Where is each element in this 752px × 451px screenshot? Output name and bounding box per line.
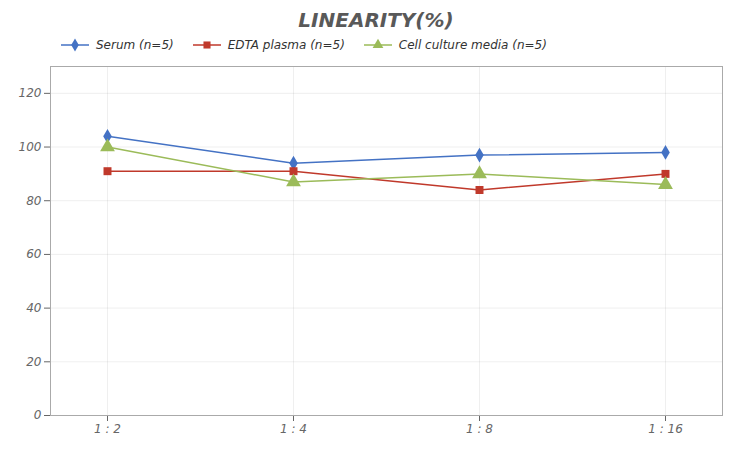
svg-text:1 : 8: 1 : 8: [466, 422, 493, 436]
svg-text:120: 120: [19, 86, 42, 100]
svg-text:40: 40: [26, 301, 42, 315]
html-text:Serum (n=5): Serum (n=5): [96, 38, 174, 52]
html-text:Cell culture media (n=5): Cell culture media (n=5): [398, 38, 547, 52]
svg-text:1 : 4: 1 : 4: [280, 422, 307, 436]
svg-text:1 : 2: 1 : 2: [94, 422, 121, 436]
svg-text:1 : 16: 1 : 16: [648, 422, 683, 436]
html-text:EDTA plasma (n=5): EDTA plasma (n=5): [227, 38, 345, 52]
svg-text:20: 20: [26, 355, 42, 369]
svg-text:60: 60: [26, 247, 42, 261]
svg-text:80: 80: [26, 194, 42, 208]
svg-text:0: 0: [34, 408, 42, 422]
html-text:LINEARITY(%): LINEARITY(%): [298, 8, 454, 32]
svg-text:100: 100: [19, 140, 42, 154]
